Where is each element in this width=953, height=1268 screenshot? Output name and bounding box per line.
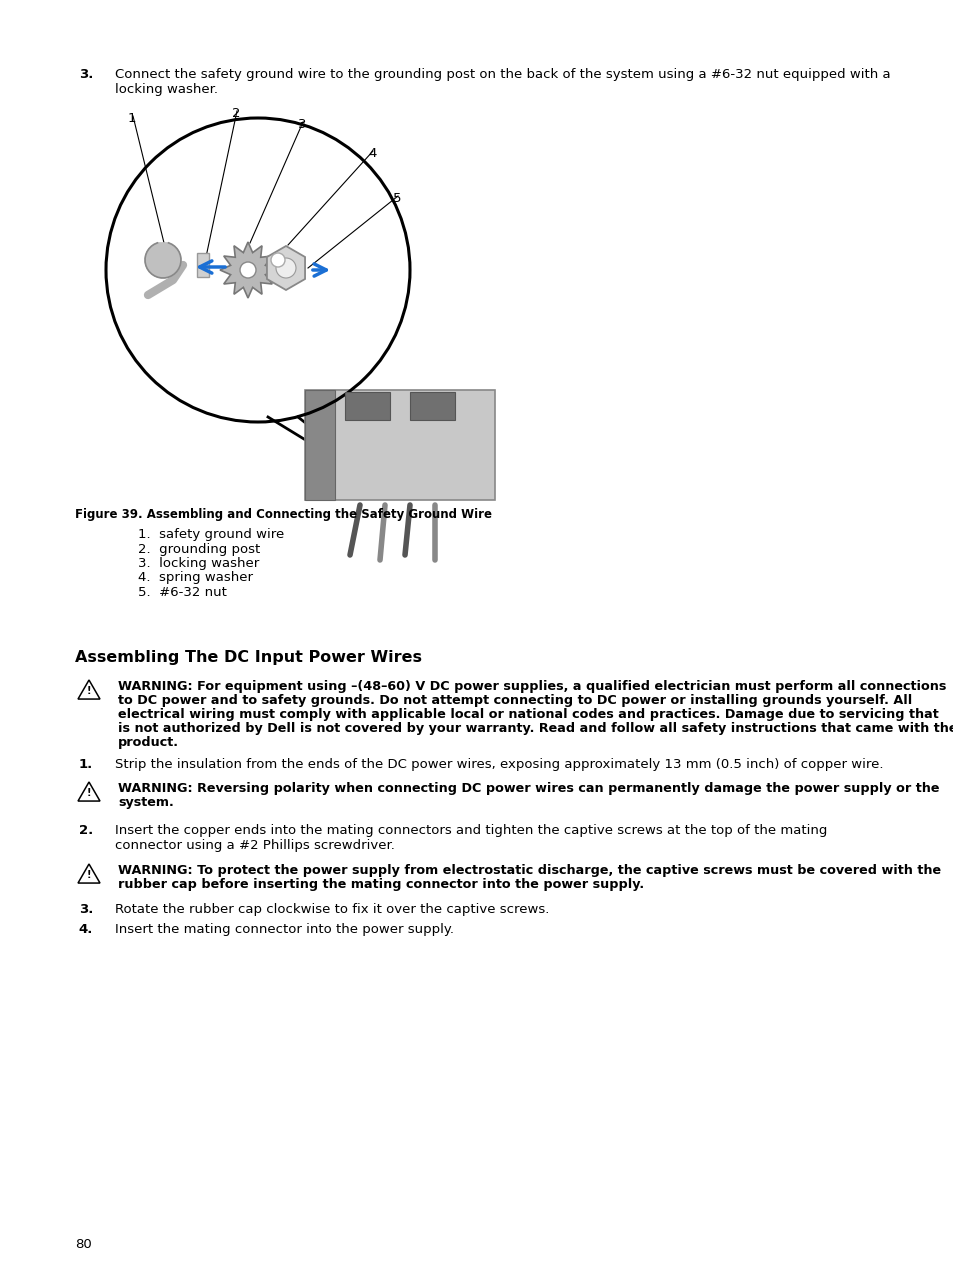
Text: Insert the copper ends into the mating connectors and tighten the captive screws: Insert the copper ends into the mating c… [115, 824, 826, 837]
Circle shape [271, 254, 285, 268]
Text: 3.: 3. [78, 68, 92, 81]
Text: locking washer.: locking washer. [115, 82, 218, 95]
Text: 2: 2 [232, 107, 240, 120]
Text: connector using a #2 Phillips screwdriver.: connector using a #2 Phillips screwdrive… [115, 838, 395, 852]
Circle shape [240, 262, 255, 278]
Text: 1: 1 [128, 112, 136, 126]
Text: 3.  locking washer: 3. locking washer [138, 557, 259, 571]
Text: !: ! [87, 787, 91, 798]
Polygon shape [220, 242, 275, 298]
FancyBboxPatch shape [196, 254, 209, 276]
Text: 2.  grounding post: 2. grounding post [138, 543, 260, 555]
Text: Rotate the rubber cap clockwise to fix it over the captive screws.: Rotate the rubber cap clockwise to fix i… [115, 903, 549, 915]
Text: WARNING: For equipment using –(48–60) V DC power supplies, a qualified electrici: WARNING: For equipment using –(48–60) V … [118, 680, 945, 694]
Text: Connect the safety ground wire to the grounding post on the back of the system u: Connect the safety ground wire to the gr… [115, 68, 890, 81]
Text: 2.: 2. [79, 824, 92, 837]
Polygon shape [267, 246, 305, 290]
Text: electrical wiring must comply with applicable local or national codes and practi: electrical wiring must comply with appli… [118, 708, 938, 721]
Text: Assembling The DC Input Power Wires: Assembling The DC Input Power Wires [75, 650, 421, 664]
Text: Insert the mating connector into the power supply.: Insert the mating connector into the pow… [115, 923, 454, 936]
Text: 1.: 1. [79, 758, 92, 771]
Text: !: ! [87, 870, 91, 880]
Text: system.: system. [118, 796, 173, 809]
Text: !: ! [87, 686, 91, 696]
FancyBboxPatch shape [305, 391, 335, 500]
Text: 1.  safety ground wire: 1. safety ground wire [138, 527, 284, 541]
Text: 3.: 3. [78, 903, 92, 915]
Text: 4.: 4. [78, 923, 92, 936]
Polygon shape [78, 782, 100, 801]
Text: WARNING: To protect the power supply from electrostatic discharge, the captive s: WARNING: To protect the power supply fro… [118, 864, 941, 877]
Text: Strip the insulation from the ends of the DC power wires, exposing approximately: Strip the insulation from the ends of th… [115, 758, 882, 771]
Polygon shape [78, 864, 100, 883]
FancyBboxPatch shape [305, 391, 495, 500]
Text: product.: product. [118, 735, 179, 749]
Text: 5: 5 [393, 191, 401, 205]
Text: WARNING: Reversing polarity when connecting DC power wires can permanently damag: WARNING: Reversing polarity when connect… [118, 782, 939, 795]
Polygon shape [145, 243, 181, 278]
Text: 5.  #6-32 nut: 5. #6-32 nut [138, 586, 227, 598]
Circle shape [275, 257, 295, 278]
Text: 3: 3 [297, 118, 306, 131]
FancyBboxPatch shape [345, 392, 390, 420]
Text: Figure 39. Assembling and Connecting the Safety Ground Wire: Figure 39. Assembling and Connecting the… [75, 508, 492, 521]
Text: rubber cap before inserting the mating connector into the power supply.: rubber cap before inserting the mating c… [118, 877, 643, 891]
FancyBboxPatch shape [410, 392, 455, 420]
Text: 4.  spring washer: 4. spring washer [138, 572, 253, 585]
Polygon shape [78, 680, 100, 699]
Text: 80: 80 [75, 1238, 91, 1252]
Text: 4: 4 [368, 147, 376, 160]
Text: is not authorized by Dell is not covered by your warranty. Read and follow all s: is not authorized by Dell is not covered… [118, 721, 953, 735]
Text: to DC power and to safety grounds. Do not attempt connecting to DC power or inst: to DC power and to safety grounds. Do no… [118, 694, 911, 708]
